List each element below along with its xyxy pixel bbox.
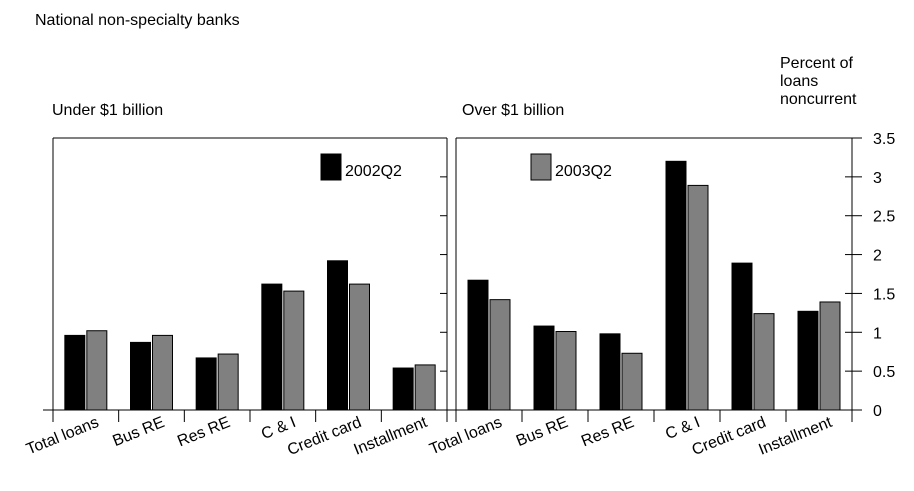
y-tick-label: 2.5 bbox=[873, 209, 895, 226]
bar-2-2002q2-2 bbox=[533, 325, 555, 411]
y-tick-label: 1.5 bbox=[873, 286, 895, 303]
legend-label: 2003Q2 bbox=[555, 163, 612, 180]
y-axis-label: Percent of loans noncurrent bbox=[780, 55, 857, 108]
bar-2-2003q2-4 bbox=[687, 184, 709, 411]
bar-1-2003q2-1 bbox=[86, 330, 108, 411]
y-tick-label: 3.5 bbox=[873, 131, 895, 148]
y-tick-label: 3 bbox=[873, 170, 882, 187]
page-title: National non-specialty banks bbox=[35, 12, 240, 29]
bar-1-2003q2-2 bbox=[152, 334, 173, 411]
x-tick-label: Res RE bbox=[175, 414, 232, 450]
y-tick-label: 2 bbox=[873, 248, 882, 265]
bar-1-2002q2-4 bbox=[261, 283, 283, 411]
x-tick-label: C & I bbox=[663, 414, 702, 443]
legend-swatch-2003q2 bbox=[530, 153, 552, 181]
bar-1-2002q2-1 bbox=[64, 334, 86, 411]
bar-1-2003q2-5 bbox=[349, 283, 370, 411]
bar-1-2003q2-4 bbox=[283, 290, 305, 411]
bar-2-2003q2-1 bbox=[489, 299, 511, 411]
legend-label: 2002Q2 bbox=[345, 163, 402, 180]
y-tick-label: 0 bbox=[873, 403, 882, 420]
bar-1-2002q2-3 bbox=[195, 357, 217, 411]
x-tick-label: C & I bbox=[259, 414, 298, 443]
x-tick-label: Credit card bbox=[690, 414, 769, 459]
right-panel-title: Over $1 billion bbox=[462, 102, 565, 119]
bar-2-2003q2-6 bbox=[819, 301, 841, 411]
left-panel-title: Under $1 billion bbox=[52, 102, 164, 119]
bar-2-2003q2-3 bbox=[621, 352, 643, 411]
bar-2-2002q2-1 bbox=[467, 279, 489, 411]
bar-2-2003q2-5 bbox=[753, 313, 775, 411]
bar-1-2002q2-2 bbox=[130, 341, 151, 411]
x-tick-label: Credit card bbox=[285, 414, 364, 459]
y-tick-label: 1 bbox=[873, 325, 882, 342]
x-tick-label: Total loans bbox=[427, 414, 504, 458]
bar-2-2002q2-4 bbox=[665, 160, 687, 411]
bar-2-2002q2-5 bbox=[731, 262, 753, 411]
bar-1-2002q2-6 bbox=[392, 367, 414, 411]
bar-2-2002q2-3 bbox=[599, 333, 621, 411]
bar-2-2002q2-6 bbox=[797, 310, 819, 411]
x-tick-label: Installment bbox=[756, 414, 835, 459]
y-tick-label: 0.5 bbox=[873, 364, 895, 381]
bar-2-2003q2-2 bbox=[555, 331, 577, 411]
x-tick-label: Installment bbox=[352, 414, 431, 459]
bar-1-2003q2-6 bbox=[414, 364, 436, 411]
x-tick-label: Total loans bbox=[24, 414, 101, 458]
legend-swatch-2002q2 bbox=[320, 153, 342, 181]
bar-1-2003q2-3 bbox=[217, 353, 239, 411]
bar-1-2002q2-5 bbox=[327, 260, 348, 411]
